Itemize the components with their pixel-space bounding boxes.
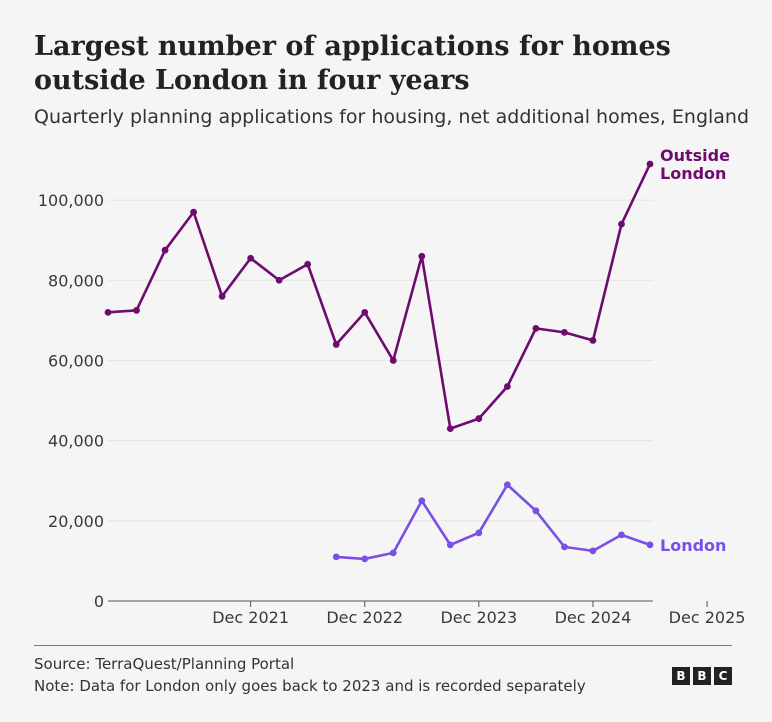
outside-london-label: Outside London: [660, 146, 730, 183]
outside-london-point: [133, 306, 140, 314]
outside-london-point: [561, 328, 568, 336]
footer: Source: TerraQuest/Planning Portal Note:…: [34, 645, 732, 722]
y-tick-label: 40,000: [48, 432, 104, 451]
london-point: [561, 543, 568, 551]
outside-london-point: [389, 357, 397, 364]
outside-london-point: [304, 260, 312, 268]
bbc-logo-letter-c: C: [714, 667, 732, 685]
x-tick-label: Dec 2021: [212, 608, 289, 627]
note-text: Note: Data for London only goes back to …: [34, 677, 586, 695]
outside-london-point: [161, 246, 169, 254]
axes: 0 20,000 40,000 60,000 80,000 100,000 Dec 2021…: [38, 191, 746, 627]
london-point: [389, 549, 397, 557]
chart-subtitle: Quarterly planning applications for hous…: [34, 106, 750, 128]
y-tick-label: 60,000: [48, 351, 104, 370]
outside-london-point: [190, 208, 197, 216]
london-label: London: [660, 536, 726, 555]
x-tick-label: Dec 2022: [326, 608, 403, 627]
london-point: [361, 555, 369, 563]
london-point: [618, 531, 625, 539]
bbc-logo-letter-b1: B: [672, 667, 690, 685]
london-point: [646, 541, 654, 549]
london-point: [589, 547, 597, 555]
outside-london-point: [589, 337, 597, 344]
outside-london-point: [332, 341, 340, 348]
london-point: [475, 529, 483, 537]
outside-london-point: [475, 415, 483, 422]
bbc-logo-letter-b2: B: [693, 667, 711, 685]
outside-london-point: [218, 292, 226, 300]
chart-title: Largest number of applications for homes…: [34, 31, 671, 96]
london-point: [532, 507, 540, 515]
london-point: [418, 497, 426, 505]
bbc-logo: B B C: [672, 667, 732, 685]
source-text: Source: TerraQuest/Planning Portal: [34, 655, 295, 673]
x-tick-label: Dec 2025: [669, 608, 746, 627]
outside-london-label-line: Outside: [660, 146, 730, 165]
london-point: [332, 553, 340, 561]
outside-london-point: [104, 308, 112, 316]
london-point: [446, 541, 454, 549]
x-tick-label: Dec 2024: [555, 608, 632, 627]
outside-london-point: [503, 383, 511, 390]
london-line: [334, 483, 652, 561]
y-tick-label: 80,000: [48, 271, 104, 290]
outside-london-point: [275, 276, 283, 284]
x-tick-label: Dec 2023: [440, 608, 517, 627]
y-tick-label: 20,000: [48, 512, 104, 531]
outside-london-line: [106, 162, 652, 430]
outside-london-label-line: London: [660, 164, 726, 183]
outside-london-point: [418, 252, 426, 260]
outside-london-point: [446, 425, 454, 433]
london-point: [503, 481, 511, 489]
outside-london-point: [361, 308, 369, 316]
outside-london-point: [618, 220, 625, 228]
line-chart: 0 20,000 40,000 60,000 80,000 100,000 Dec 2021…: [38, 146, 746, 627]
y-tick-label: 0: [94, 592, 104, 611]
london-label-line: London: [660, 536, 726, 555]
gridlines: [108, 199, 653, 522]
outside-london-point: [247, 254, 255, 262]
outside-london-point: [646, 160, 654, 168]
outside-london-point: [532, 324, 540, 332]
y-tick-label: 100,000: [38, 191, 104, 210]
